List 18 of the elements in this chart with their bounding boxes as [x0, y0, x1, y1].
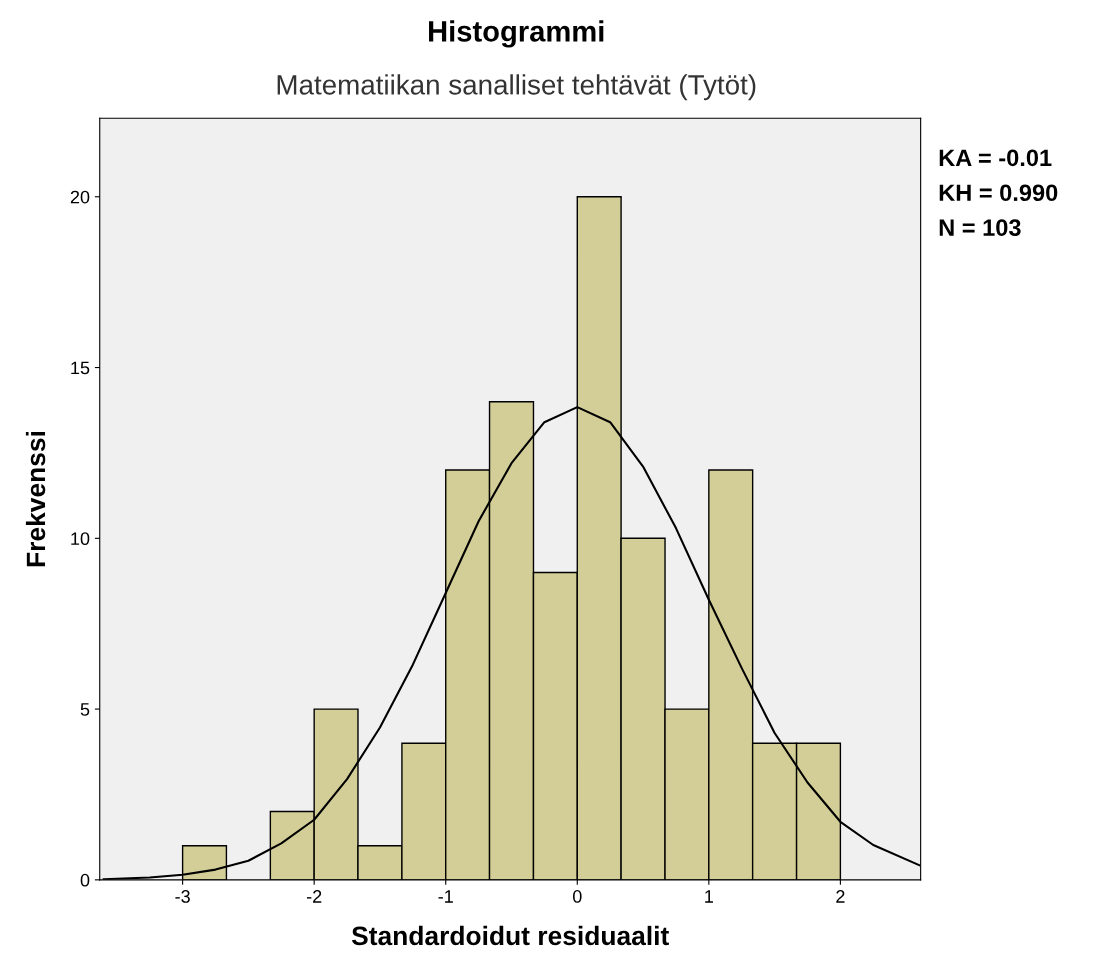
- x-axis-title: Standardoidut residuaalit: [351, 925, 669, 946]
- x-tick-label: 2: [836, 890, 845, 903]
- y-axis-title: Frekvenssi: [25, 431, 46, 567]
- x-tick-label: 0: [572, 890, 582, 903]
- y-tick-label: 15: [71, 361, 90, 375]
- text: N = 103: [939, 219, 1021, 237]
- chart-title: Histogrammi: [429, 20, 604, 48]
- x-tick-label: -2: [306, 890, 322, 903]
- y-tick-label: 20: [70, 190, 90, 204]
- x-tick-label: -3: [175, 890, 190, 903]
- x-tick-label: 1: [705, 890, 713, 903]
- y-tick-label: 5: [80, 703, 90, 716]
- x-tick-label: -1: [438, 890, 453, 903]
- text: KA = -0.01: [939, 149, 1052, 167]
- y-tick-label: 0: [80, 873, 90, 887]
- text: KH = 0.990: [939, 184, 1058, 202]
- y-tick-label: 10: [71, 532, 90, 546]
- chart-subtitle: Matematiikan sanalliset tehtävät (Tytöt): [277, 74, 756, 101]
